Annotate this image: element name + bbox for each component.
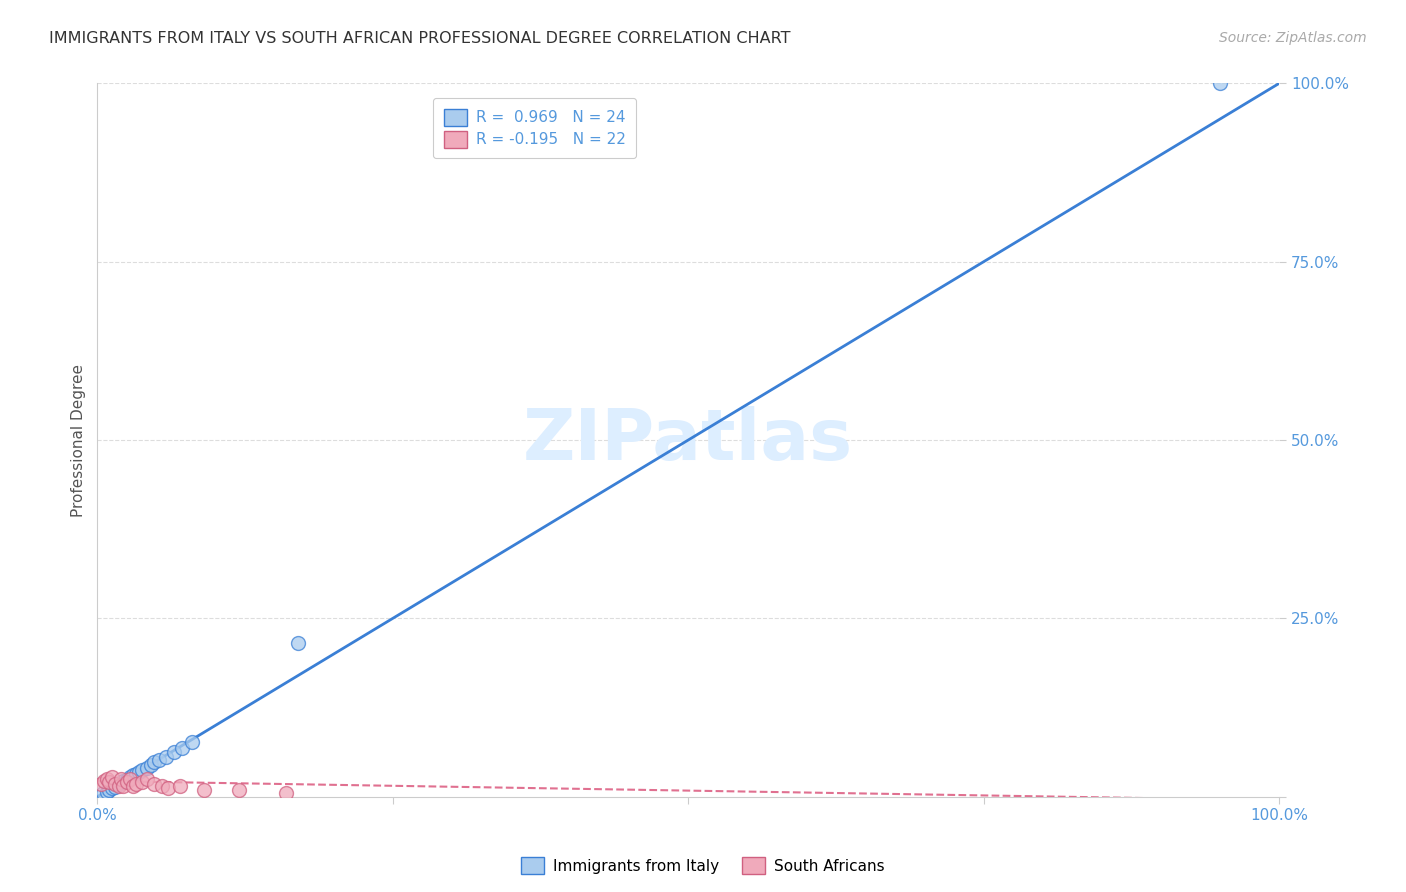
Point	[121, 768, 143, 782]
Point	[148, 753, 170, 767]
Text: Source: ZipAtlas.com: Source: ZipAtlas.com	[1219, 31, 1367, 45]
Point	[91, 786, 114, 800]
Point	[96, 785, 118, 799]
Point	[1209, 77, 1232, 91]
Point	[136, 761, 159, 775]
Point	[107, 777, 129, 791]
Point	[143, 777, 166, 791]
Legend: R =  0.969   N = 24, R = -0.195   N = 22: R = 0.969 N = 24, R = -0.195 N = 22	[433, 98, 637, 158]
Point	[125, 777, 148, 791]
Point	[136, 772, 159, 786]
Point	[90, 777, 112, 791]
Point	[155, 749, 177, 764]
Point	[120, 772, 142, 786]
Point	[107, 779, 129, 793]
Point	[276, 786, 298, 800]
Point	[121, 779, 143, 793]
Point	[193, 782, 215, 797]
Point	[100, 781, 122, 796]
Point	[180, 735, 202, 749]
Point	[110, 772, 132, 786]
Point	[228, 782, 250, 797]
Point	[115, 775, 138, 789]
Point	[96, 772, 118, 786]
Point	[100, 770, 122, 784]
Point	[115, 772, 138, 787]
Point	[128, 765, 150, 780]
Point	[287, 636, 309, 650]
Point	[93, 774, 115, 789]
Point	[131, 775, 153, 789]
Point	[143, 756, 166, 770]
Point	[169, 779, 191, 793]
Point	[104, 777, 127, 791]
Point	[98, 782, 121, 797]
Point	[112, 774, 135, 789]
Point	[139, 758, 162, 772]
Text: ZIPatlas: ZIPatlas	[523, 406, 853, 475]
Point	[163, 746, 186, 760]
Text: IMMIGRANTS FROM ITALY VS SOUTH AFRICAN PROFESSIONAL DEGREE CORRELATION CHART: IMMIGRANTS FROM ITALY VS SOUTH AFRICAN P…	[49, 31, 790, 46]
Y-axis label: Professional Degree: Professional Degree	[72, 364, 86, 516]
Point	[131, 763, 153, 777]
Point	[110, 775, 132, 789]
Point	[150, 779, 173, 793]
Point	[120, 770, 142, 784]
Point	[104, 780, 127, 794]
Point	[125, 767, 148, 781]
Point	[112, 779, 135, 793]
Point	[172, 741, 194, 756]
Point	[98, 775, 121, 789]
Point	[157, 781, 180, 796]
Legend: Immigrants from Italy, South Africans: Immigrants from Italy, South Africans	[515, 851, 891, 880]
